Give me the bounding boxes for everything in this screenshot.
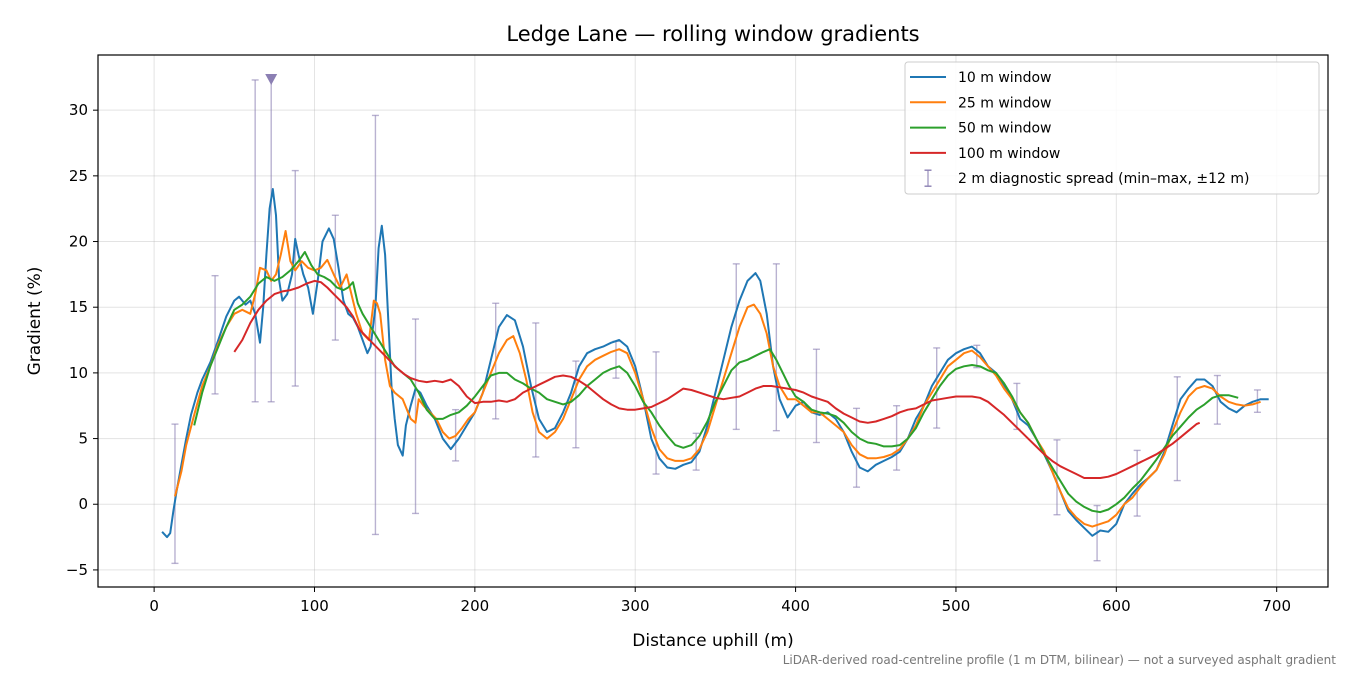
error-bar	[772, 263, 780, 432]
y-tick-label: 20	[69, 233, 88, 251]
y-tick-label: 15	[69, 298, 88, 316]
error-bar	[933, 347, 941, 429]
error-bar	[973, 344, 981, 369]
error-bar	[1053, 439, 1061, 516]
legend-item: 50 m window	[910, 121, 1051, 137]
x-axis-label: Distance uphill (m)	[632, 631, 793, 651]
clipped-markers	[265, 74, 278, 85]
error-bar	[1173, 376, 1181, 482]
legend-label: 100 m window	[958, 146, 1060, 162]
series-line-2	[174, 230, 1261, 528]
x-tick-label: 500	[942, 597, 971, 615]
y-tick-label: −5	[66, 561, 88, 579]
error-bar	[251, 79, 259, 403]
legend-label: 10 m window	[958, 70, 1051, 86]
legend-label: 2 m diagnostic spread (min–max, ±12 m)	[958, 171, 1249, 187]
y-tick-label: 25	[69, 167, 88, 185]
plot-frame	[97, 54, 1329, 588]
clipped-value-marker	[265, 74, 278, 85]
error-bar	[812, 348, 820, 444]
error-bar	[732, 263, 740, 431]
legend-box	[904, 61, 1320, 195]
legend: 10 m window 25 m window 50 m window 100 m w…	[904, 61, 1320, 195]
x-tick-label: 0	[149, 597, 159, 615]
error-bar	[1213, 374, 1221, 425]
footnote: LiDAR-derived road-centreline profile (1…	[783, 653, 1337, 667]
error-bars	[171, 76, 1261, 565]
y-tick-label: 30	[69, 101, 88, 119]
error-bar	[853, 407, 861, 488]
x-tick-label: 200	[461, 597, 490, 615]
legend-item: 2 m diagnostic spread (min–max, ±12 m)	[924, 169, 1249, 187]
x-axis-ticks: 0 100 200 300 400 500 600 700	[149, 587, 1291, 615]
error-bar	[893, 405, 901, 471]
legend-label: 50 m window	[958, 121, 1051, 137]
error-bar	[211, 274, 219, 395]
y-axis-ticks: −5 0 5 10 15 20 25 30	[66, 101, 98, 579]
x-tick-label: 600	[1102, 597, 1131, 615]
error-bar	[371, 114, 379, 536]
series-line-4	[233, 279, 1201, 479]
x-tick-label: 300	[621, 597, 650, 615]
x-tick-label: 700	[1262, 597, 1291, 615]
y-tick-label: 10	[69, 364, 88, 382]
series-lines	[161, 188, 1269, 539]
x-tick-label: 100	[300, 597, 329, 615]
error-bar	[652, 351, 660, 475]
y-tick-label: 0	[78, 495, 88, 513]
chart-title: Ledge Lane — rolling window gradients	[506, 22, 919, 46]
legend-item: 100 m window	[910, 146, 1060, 162]
series-line-3	[193, 251, 1239, 514]
x-tick-label: 400	[781, 597, 810, 615]
legend-label: 25 m window	[958, 95, 1051, 111]
y-tick-label: 5	[78, 430, 88, 448]
legend-item: 10 m window	[910, 70, 1051, 86]
error-bar	[291, 169, 299, 387]
y-axis-label: Gradient (%)	[25, 267, 45, 376]
legend-item: 25 m window	[910, 95, 1051, 111]
